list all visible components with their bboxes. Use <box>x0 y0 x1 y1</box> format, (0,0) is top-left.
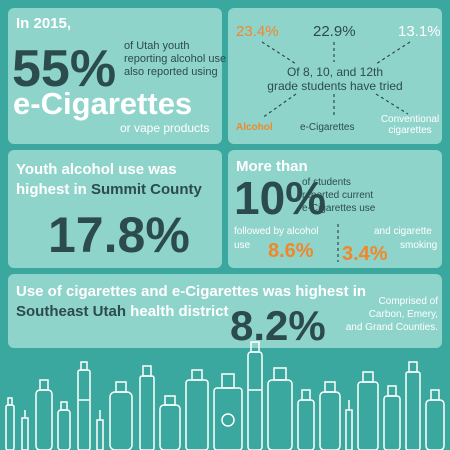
percent: 22.9% <box>313 23 356 40</box>
intro: In 2015, <box>16 15 71 32</box>
note: Carbon, Emery, <box>369 309 438 320</box>
detail: e-Cigarettes use <box>302 203 376 214</box>
headline: highest in Summit County <box>16 181 202 198</box>
headline-part: health district <box>126 303 229 320</box>
headline: Use of cigarettes and e-Cigarettes was h… <box>16 283 366 300</box>
label: e-Cigarettes <box>300 122 354 133</box>
percent: 13.1% <box>398 23 441 40</box>
big-percent: 8.2% <box>230 302 326 349</box>
note: and Grand Counties. <box>346 322 438 333</box>
label: Alcohol <box>236 122 273 133</box>
detail: reporting alcohol use <box>124 53 226 65</box>
detail: of Utah youth <box>124 40 189 52</box>
label: Conventional <box>381 114 439 125</box>
detail: also reported using <box>124 66 218 78</box>
detail: reported current <box>302 190 373 201</box>
tail: or vape products <box>120 121 209 135</box>
big-percent: 17.8% <box>48 207 190 263</box>
headline: Youth alcohol use was <box>16 161 177 178</box>
panel <box>228 150 442 268</box>
percent: 3.4% <box>342 243 388 265</box>
connector <box>261 93 297 119</box>
detail: use <box>234 240 251 251</box>
detail: smoking <box>400 240 437 251</box>
detail: of students <box>302 177 351 188</box>
detail: followed by alcohol <box>234 226 319 237</box>
big-percent: 10% <box>234 172 326 224</box>
panel <box>8 8 222 144</box>
note: Comprised of <box>379 296 439 307</box>
intro: More than <box>236 158 308 175</box>
connector <box>261 41 297 65</box>
percent: 23.4% <box>236 23 279 40</box>
headline-part: highest in <box>16 181 91 198</box>
vape-illustration <box>5 341 445 450</box>
place: Summit County <box>91 181 202 198</box>
headline: Southeast Utah health district <box>16 303 229 320</box>
place: Southeast Utah <box>16 303 126 320</box>
panel <box>8 150 222 268</box>
center-text: grade students have tried <box>267 79 402 93</box>
center-text: Of 8, 10, and 12th <box>287 65 383 79</box>
detail: and cigarette <box>374 226 432 237</box>
connector <box>375 93 409 115</box>
panel <box>228 8 442 144</box>
label: cigarettes <box>388 125 431 136</box>
percent: 8.6% <box>268 240 314 262</box>
big-percent: 55% <box>12 40 116 98</box>
panel <box>8 274 442 348</box>
highlight: e-Cigarettes <box>13 86 192 121</box>
connector <box>375 41 411 65</box>
